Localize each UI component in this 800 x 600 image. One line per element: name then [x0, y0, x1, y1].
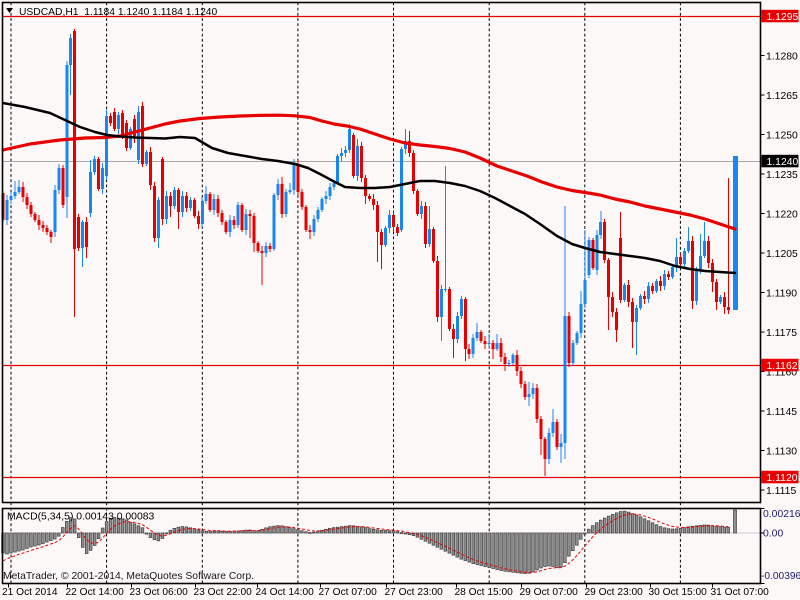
svg-text:29 Oct 07:00: 29 Oct 07:00	[520, 587, 579, 598]
svg-text:31 Oct 07:00: 31 Oct 07:00	[711, 587, 770, 598]
svg-text:27 Oct 07:00: 27 Oct 07:00	[319, 587, 378, 598]
svg-text:1.1175: 1.1175	[766, 328, 797, 339]
svg-text:USDCAD,H1 1.1184 1.1240 1.118: USDCAD,H1 1.1184 1.1240 1.1184 1.1240	[19, 7, 218, 18]
svg-text:1.1295: 1.1295	[767, 12, 799, 23]
svg-text:21 Oct 2014: 21 Oct 2014	[2, 587, 58, 598]
svg-text:0.00: 0.00	[763, 529, 783, 540]
svg-text:1.1250: 1.1250	[766, 131, 798, 142]
svg-text:1.1235: 1.1235	[766, 170, 798, 181]
svg-text:1.1240: 1.1240	[767, 157, 799, 168]
svg-text:27 Oct 23:00: 27 Oct 23:00	[385, 587, 444, 598]
svg-text:MACD(5,34,5) 0.00143 0.00083: MACD(5,34,5) 0.00143 0.00083	[7, 512, 155, 523]
svg-text:23 Oct 22:00: 23 Oct 22:00	[194, 587, 253, 598]
svg-text:1.1145: 1.1145	[766, 407, 797, 418]
svg-text:28 Oct 15:00: 28 Oct 15:00	[455, 587, 514, 598]
svg-text:1.1280: 1.1280	[766, 52, 798, 63]
svg-text:1.1115: 1.1115	[766, 486, 796, 497]
svg-text:1.1120: 1.1120	[767, 473, 798, 484]
svg-text:1.1205: 1.1205	[766, 249, 798, 260]
svg-text:29 Oct 23:00: 29 Oct 23:00	[585, 587, 644, 598]
svg-text:1.1265: 1.1265	[766, 91, 798, 102]
svg-text:1.1160: 1.1160	[766, 368, 797, 379]
svg-text:24 Oct 14:00: 24 Oct 14:00	[256, 587, 315, 598]
svg-text:22 Oct 14:00: 22 Oct 14:00	[66, 587, 125, 598]
svg-text:1.1220: 1.1220	[766, 210, 798, 221]
svg-text:1.1162: 1.1162	[767, 361, 798, 372]
svg-text:30 Oct 15:00: 30 Oct 15:00	[649, 587, 708, 598]
svg-text:1.1130: 1.1130	[766, 447, 797, 458]
svg-text:0.00216: 0.00216	[763, 509, 800, 520]
svg-text:-0.00396: -0.00396	[761, 571, 800, 582]
svg-text:1.1190: 1.1190	[766, 289, 797, 300]
svg-text:23 Oct 06:00: 23 Oct 06:00	[130, 587, 189, 598]
svg-text:MetaTrader, © 2001-2014, MetaQ: MetaTrader, © 2001-2014, MetaQuotes Soft…	[3, 571, 254, 582]
